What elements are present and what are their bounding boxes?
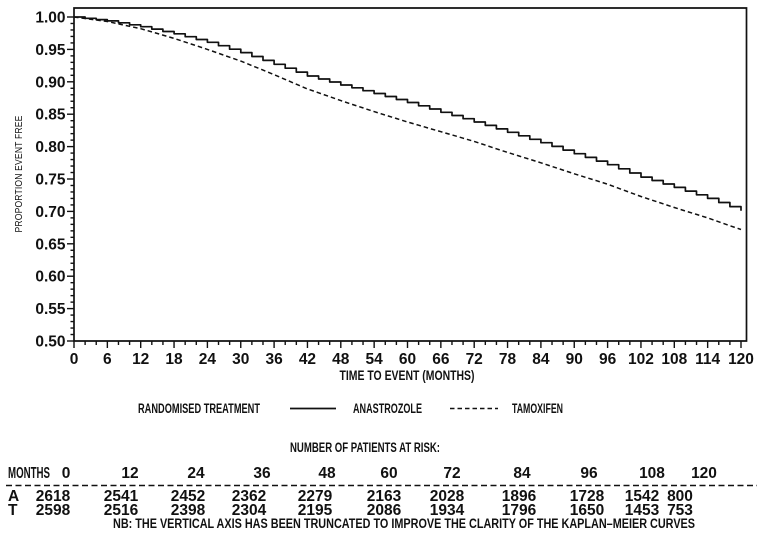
risk-value-a: 2541 xyxy=(104,488,139,505)
y-tick-label: 0.50 xyxy=(35,334,65,351)
x-tick-label: 18 xyxy=(165,351,183,368)
x-axis-title: TIME TO EVENT (MONTHS) xyxy=(340,368,475,383)
x-tick-label: 120 xyxy=(728,351,754,368)
risk-month-header: 84 xyxy=(513,465,531,482)
risk-value-a: 2028 xyxy=(430,488,465,505)
x-tick-label: 66 xyxy=(432,351,450,368)
risk-value-t: 1934 xyxy=(430,502,465,519)
risk-value-a: 2362 xyxy=(232,488,266,505)
risk-value-a: 2618 xyxy=(36,488,71,505)
axes: 0 6 12 18 24 30 36 42 48 54 60 66 72 78 84 90 96 102 108 11… xyxy=(35,7,754,368)
risk-value-a: 2452 xyxy=(171,488,205,505)
risk-month-header: 96 xyxy=(580,465,598,482)
x-tick-label: 108 xyxy=(661,351,687,368)
risk-month-header: 36 xyxy=(253,465,271,482)
risk-months-label: MONTHS xyxy=(8,465,50,482)
risk-table-title: NUMBER OF PATIENTS AT RISK: xyxy=(290,440,440,455)
risk-value-t: 1796 xyxy=(502,502,537,519)
risk-value-a: 2279 xyxy=(298,488,333,505)
risk-value-t: 2086 xyxy=(367,502,402,519)
x-tick-label: 12 xyxy=(132,351,149,368)
risk-month-header: 0 xyxy=(62,465,71,482)
risk-value-t: 753 xyxy=(667,502,693,519)
legend-title: RANDOMISED TREATMENT xyxy=(138,401,261,416)
risk-row-label-t: T xyxy=(8,502,18,519)
plot-frame xyxy=(73,7,748,342)
y-tick-label: 0.80 xyxy=(35,139,65,156)
risk-month-header: 120 xyxy=(691,465,717,482)
x-tick-label: 30 xyxy=(232,351,249,368)
risk-value-a: 1728 xyxy=(570,488,605,505)
curve-anastrozole xyxy=(74,16,742,211)
legend-label-tamoxifen: TAMOXIFEN xyxy=(512,401,563,416)
x-tick-label: 48 xyxy=(332,351,350,368)
x-tick-label: 114 xyxy=(695,351,720,368)
risk-value-a: 1896 xyxy=(502,488,537,505)
risk-month-header: 24 xyxy=(187,465,205,482)
risk-row-label-a: A xyxy=(8,488,19,505)
risk-value-t: 2195 xyxy=(298,502,333,519)
x-tick-label: 24 xyxy=(199,351,217,368)
x-tick-label: 78 xyxy=(499,351,517,368)
risk-value-t: 2598 xyxy=(36,502,71,519)
y-tick-label: 0.60 xyxy=(35,269,65,286)
risk-month-header: 60 xyxy=(380,465,397,482)
x-tick-label: 60 xyxy=(399,351,416,368)
legend: RANDOMISED TREATMENT ANASTROZOLE TAMOXIF… xyxy=(138,401,563,416)
risk-month-header: 12 xyxy=(121,465,138,482)
x-tick-label: 72 xyxy=(466,351,483,368)
risk-month-header: 108 xyxy=(639,465,665,482)
risk-value-a: 1542 xyxy=(625,488,659,505)
y-tick-label: 0.90 xyxy=(35,74,65,91)
risk-value-t: 2516 xyxy=(104,502,139,519)
x-tick-label: 42 xyxy=(299,351,316,368)
y-tick-label: 0.65 xyxy=(35,236,66,253)
risk-value-t: 2398 xyxy=(171,502,206,519)
x-tick-label: 84 xyxy=(532,351,550,368)
risk-month-header: 48 xyxy=(318,465,336,482)
x-tick-label: 102 xyxy=(628,351,654,368)
y-axis-title: PROPORTION EVENT FREE xyxy=(14,115,25,232)
risk-value-t: 1650 xyxy=(570,502,604,519)
risk-month-header: 72 xyxy=(443,465,460,482)
x-tick-label: 36 xyxy=(265,351,283,368)
y-tick-label: 0.85 xyxy=(35,107,66,124)
risk-value-a: 2163 xyxy=(367,488,402,505)
x-tick-label: 90 xyxy=(566,351,583,368)
legend-label-anastrozole: ANASTROZOLE xyxy=(353,401,422,416)
x-tick-label: 54 xyxy=(366,351,384,368)
risk-value-a: 800 xyxy=(667,488,693,505)
risk-value-t: 1453 xyxy=(625,502,660,519)
x-tick-label: 6 xyxy=(103,351,112,368)
risk-value-t: 2304 xyxy=(232,502,267,519)
y-tick-label: 0.75 xyxy=(35,172,66,189)
y-tick-label: 0.55 xyxy=(35,301,66,318)
curves xyxy=(73,16,742,231)
x-tick-label: 0 xyxy=(70,351,79,368)
y-tick-label: 0.95 xyxy=(35,42,66,59)
x-tick-label: 96 xyxy=(599,351,617,368)
y-tick-label: 0.70 xyxy=(35,204,65,221)
curve-tamoxifen xyxy=(73,16,742,231)
y-tick-label: 1.00 xyxy=(35,10,65,27)
footnote: NB: THE VERTICAL AXIS HAS BEEN TRUNCATED… xyxy=(113,516,695,531)
